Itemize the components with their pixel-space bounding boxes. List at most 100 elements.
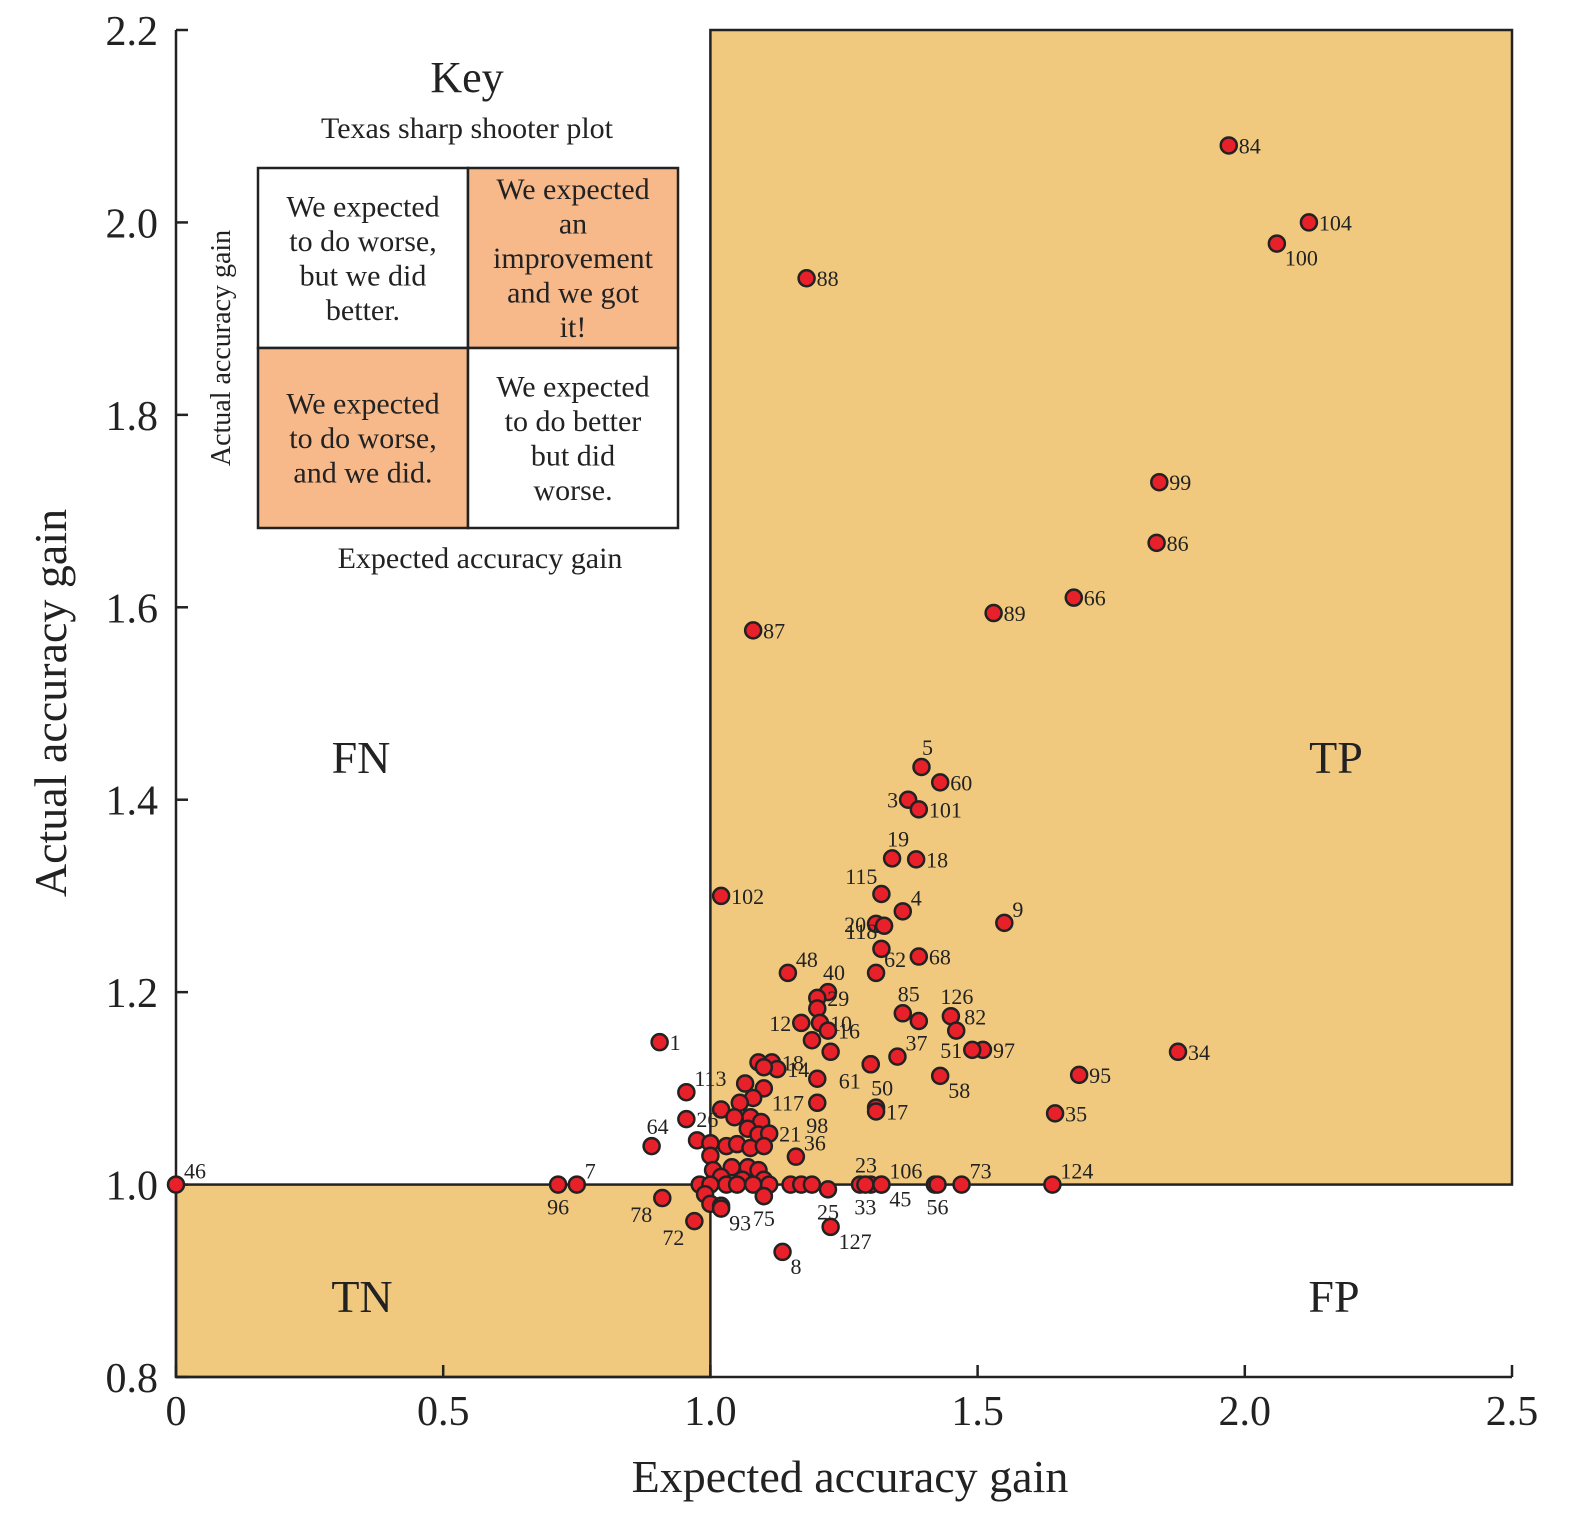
x-tick-label: 2.5: [1486, 1389, 1539, 1435]
data-point: [930, 773, 950, 792]
point-label: 56: [927, 1195, 949, 1220]
point-label: 75: [753, 1206, 775, 1231]
key-text-top-right: it!: [560, 311, 587, 344]
data-point: [1069, 1065, 1089, 1085]
point-label: 84: [1239, 133, 1261, 158]
data-point: [1299, 213, 1319, 232]
point-label: 60: [950, 770, 972, 795]
quadrant-label-fp: FP: [1308, 1271, 1359, 1322]
data-point: [963, 1040, 982, 1060]
key-cell-top-right: [466, 166, 680, 350]
point-label: 106: [889, 1159, 922, 1184]
key-legend: Key Texas sharp shooter plot We expected…: [206, 53, 680, 575]
x-tick-label: 2.0: [1219, 1389, 1272, 1435]
point-label: 23: [855, 1153, 877, 1178]
point-label: 88: [817, 266, 839, 291]
data-point: [1219, 136, 1239, 155]
y-tick-label: 2.0: [106, 201, 159, 247]
key-cell-top-left: [256, 166, 470, 350]
data-point: [946, 1021, 966, 1040]
point-label: 115: [845, 864, 877, 889]
point-label: 99: [1169, 470, 1191, 495]
point-label: 17: [886, 1099, 908, 1124]
x-tick-label: 0.5: [417, 1389, 470, 1435]
point-label: 96: [547, 1195, 569, 1220]
point-label: 18: [926, 847, 948, 872]
data-point: [906, 850, 926, 869]
point-label: 1: [670, 1030, 681, 1055]
key-text-bottom-left: and we did.: [293, 457, 432, 490]
point-label: 37: [905, 1031, 927, 1056]
point-label: 98: [806, 1113, 828, 1138]
point-label: 21: [779, 1122, 801, 1147]
data-point: [882, 849, 902, 868]
data-point: [802, 1031, 822, 1050]
data-point: [1150, 472, 1169, 492]
data-point: [1267, 234, 1287, 253]
data-point: [866, 963, 886, 983]
point-label: 12: [769, 1011, 791, 1036]
point-label: 93: [729, 1211, 751, 1236]
point-label: 89: [1004, 601, 1026, 626]
point-label: 9: [1012, 897, 1023, 922]
point-label: 58: [948, 1078, 970, 1103]
data-point: [567, 1175, 587, 1194]
data-point: [888, 1047, 907, 1066]
y-tick-label: 1.8: [106, 394, 159, 440]
key-text-bottom-left: We expected: [286, 388, 439, 421]
data-point: [984, 603, 1003, 623]
data-point: [650, 1032, 669, 1052]
key-text-top-right: improvement: [493, 242, 654, 275]
key-text-bottom-left: to do worse,: [289, 422, 436, 455]
key-text-bottom-right: to do better: [505, 405, 642, 438]
data-point: [930, 1066, 950, 1086]
point-label: 82: [964, 1005, 986, 1030]
key-text-top-left: We expected: [286, 190, 439, 223]
data-point: [711, 1199, 731, 1218]
data-point: [166, 1175, 186, 1194]
point-label: 118: [845, 919, 877, 944]
data-point: [778, 963, 798, 983]
x-tick-label: 1.0: [684, 1389, 737, 1435]
data-point: [912, 757, 931, 777]
point-label: 126: [940, 984, 973, 1009]
data-point: [727, 1175, 747, 1194]
point-label: 19: [887, 826, 909, 851]
data-point: [797, 268, 816, 288]
point-label: 100: [1285, 246, 1318, 271]
key-text-top-left: but we did: [300, 259, 427, 292]
point-label: 16: [838, 1019, 860, 1044]
point-label: 72: [662, 1225, 684, 1250]
point-label: 78: [630, 1202, 652, 1227]
point-label: 7: [585, 1159, 596, 1184]
point-label: 50: [871, 1076, 893, 1101]
data-point: [754, 1186, 774, 1206]
key-text-top-right: and we got: [507, 277, 639, 310]
data-point: [773, 1242, 792, 1262]
data-point: [909, 1011, 929, 1031]
point-label: 95: [1089, 1063, 1111, 1088]
data-point: [874, 916, 894, 936]
point-label: 46: [184, 1159, 206, 1184]
key-text-bottom-right: worse.: [533, 474, 612, 507]
point-label: 40: [823, 960, 845, 985]
data-point: [866, 1102, 886, 1121]
data-point: [754, 1136, 774, 1156]
quadrant-labels: TP FN TN FP: [331, 732, 1363, 1322]
point-label: 4: [911, 885, 922, 910]
point-label: 34: [1188, 1040, 1210, 1065]
data-point: [711, 886, 731, 906]
data-point: [548, 1175, 568, 1194]
point-label: 113: [694, 1066, 726, 1091]
point-label: 14: [787, 1057, 809, 1082]
x-axis-title: Expected accuracy gain: [632, 1451, 1069, 1502]
data-point: [808, 1093, 827, 1113]
data-point: [909, 947, 929, 966]
data-point: [677, 1082, 696, 1102]
key-text-top-right: We expected: [496, 173, 649, 206]
point-label: 36: [804, 1131, 826, 1156]
data-point: [725, 1107, 744, 1127]
point-label: 124: [1060, 1159, 1093, 1184]
